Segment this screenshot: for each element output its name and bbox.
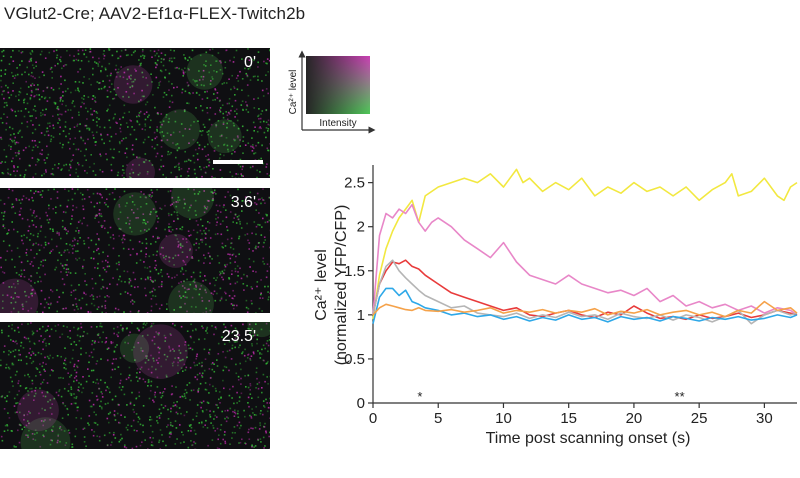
image-panel-2-texture bbox=[0, 322, 270, 449]
x-tick-label: 25 bbox=[691, 410, 708, 427]
series-line-3 bbox=[372, 259, 798, 325]
y-tick-label: 2 bbox=[357, 219, 365, 236]
figure-title: VGlut2-Cre; AAV2-Ef1α-FLEX-Twitch2b bbox=[4, 4, 306, 23]
y-tick-label: 1 bbox=[357, 307, 365, 324]
panel-time-1: 3.6' bbox=[230, 194, 256, 211]
series-line-1 bbox=[372, 203, 798, 316]
y-tick-label: 2.5 bbox=[344, 175, 365, 192]
y-axis-label-line2: (normalized YFP/CFP) bbox=[333, 205, 350, 366]
x-tick-label: 5 bbox=[434, 410, 442, 427]
y-axis-label-line1: Ca²⁺ level bbox=[313, 249, 330, 321]
image-panel-0: 0' bbox=[0, 48, 270, 178]
series-line-5 bbox=[372, 300, 798, 318]
x-tick-label: 20 bbox=[626, 410, 643, 427]
y-tick-label: 0 bbox=[357, 395, 365, 412]
x-tick-label: 0 bbox=[369, 410, 377, 427]
x-tick-label: 10 bbox=[495, 410, 512, 427]
image-panel-1: 3.6' bbox=[0, 188, 270, 313]
annotation-marker: ** bbox=[675, 389, 685, 404]
panel-time-2: 23.5' bbox=[221, 328, 256, 345]
chart-axes: 00.511.522.50 5 10 15 20 25 30* ** bbox=[344, 165, 797, 427]
y-tick-label: 0.5 bbox=[344, 351, 365, 368]
x-tick-label: 15 bbox=[560, 410, 577, 427]
annotation-marker: * bbox=[417, 389, 422, 404]
image-panel-0-texture bbox=[0, 48, 270, 178]
image-panel-2: 23.5' bbox=[0, 322, 270, 449]
image-panel-1-texture bbox=[0, 188, 270, 313]
series-line-0 bbox=[372, 168, 798, 320]
scale-bar bbox=[213, 160, 263, 164]
y-tick-label: 1.5 bbox=[344, 263, 365, 280]
panel-time-0: 0' bbox=[244, 54, 256, 71]
x-tick-label: 30 bbox=[756, 410, 773, 427]
chart-series bbox=[372, 168, 798, 325]
series-line-4 bbox=[372, 287, 798, 324]
x-axis-label: Time post scanning onset (s) bbox=[486, 430, 691, 447]
